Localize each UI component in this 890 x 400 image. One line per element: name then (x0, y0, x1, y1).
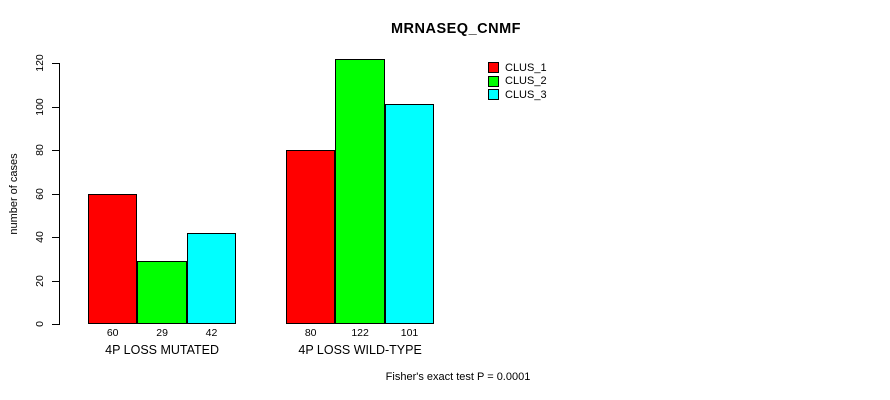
legend-label: CLUS_2 (505, 75, 547, 88)
legend-swatch-clus-1 (488, 62, 499, 74)
legend-item-clus-3: CLUS_3 (488, 88, 547, 102)
legend-swatch-clus-2 (488, 75, 499, 87)
y-axis-tick-label: 100 (34, 97, 46, 116)
y-axis-tick (52, 237, 59, 238)
bar-clus-3-4p-loss-wild-type (384, 104, 435, 324)
y-axis-tick-label: 40 (34, 231, 46, 243)
y-axis-tick (52, 280, 59, 282)
y-axis-tick (52, 324, 59, 325)
bar-value-label: 29 (156, 327, 168, 339)
bar-value-label: 42 (205, 327, 218, 339)
bar-value-label: 60 (106, 327, 119, 339)
bar-value-label: 101 (400, 327, 419, 339)
bar-clus-2-4p-loss-wild-type (335, 58, 385, 324)
y-axis-tick-label: 120 (34, 54, 46, 72)
bar-clus-1-4p-loss-wild-type (286, 150, 336, 324)
bar-clus-3-4p-loss-mutated (186, 232, 237, 324)
legend-swatch-clus-3 (488, 89, 499, 101)
y-axis-label: number of cases (8, 153, 20, 235)
bar-clus-2-4p-loss-mutated (137, 260, 187, 324)
chart-title: MRNASEQ_CNMF (390, 21, 522, 37)
y-axis-tick-label: 20 (34, 274, 46, 287)
legend-label: CLUS_1 (505, 61, 547, 74)
y-axis-tick (52, 193, 59, 195)
y-axis-tick (52, 150, 59, 151)
y-axis-line (59, 63, 60, 325)
legend: CLUS_1 CLUS_2 CLUS_3 (488, 61, 547, 102)
legend-label: CLUS_3 (505, 88, 547, 101)
y-axis-tick-label: 80 (34, 144, 46, 156)
legend-item-clus-2: CLUS_2 (488, 75, 547, 89)
x-category-label-4p-loss-mutated: 4P LOSS MUTATED (105, 343, 220, 357)
bar-value-label: 80 (304, 327, 317, 339)
x-category-label-4p-loss-wild-type: 4P LOSS WILD-TYPE (298, 343, 422, 357)
annotation-text: Fisher's exact test P = 0.0001 (385, 371, 531, 383)
y-axis-tick (52, 63, 59, 64)
y-axis-tick-label: 60 (34, 187, 46, 200)
y-axis-tick-label: 0 (34, 321, 46, 327)
bar-value-label: 122 (351, 327, 369, 339)
y-axis-tick (52, 106, 59, 108)
bar-clus-1-4p-loss-mutated (88, 193, 138, 324)
legend-item-clus-1: CLUS_1 (488, 61, 547, 75)
